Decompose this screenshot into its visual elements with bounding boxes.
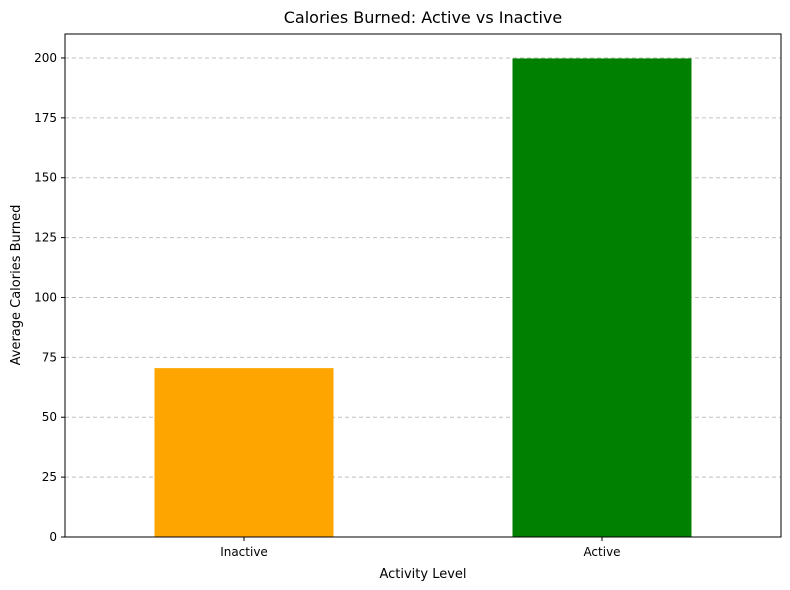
y-axis-ticks: 0 25 50 75 100 125 150 175 200 [34, 51, 65, 544]
bar-inactive [154, 368, 334, 537]
plot-frame [64, 33, 782, 538]
x-axis-ticks: Inactive Active [220, 537, 621, 559]
y-tick-label: 175 [34, 111, 57, 125]
x-axis-label: Activity Level [379, 567, 466, 582]
y-tick-label: 125 [34, 231, 57, 245]
x-tick-label-active: Active [583, 545, 620, 559]
y-tick-label: 200 [34, 51, 57, 65]
y-tick-label: 0 [49, 530, 57, 544]
x-tick-label-inactive: Inactive [220, 545, 268, 559]
bar-active [512, 58, 692, 537]
bars-layer [154, 58, 692, 537]
y-tick-label: 50 [42, 410, 57, 424]
y-tick-label: 25 [42, 470, 57, 484]
chart-title: Calories Burned: Active vs Inactive [284, 8, 563, 27]
y-tick-label: 150 [34, 171, 57, 185]
y-tick-label: 100 [34, 290, 57, 304]
y-tick-label: 75 [42, 350, 57, 364]
y-axis-label: Average Calories Burned [9, 205, 24, 366]
